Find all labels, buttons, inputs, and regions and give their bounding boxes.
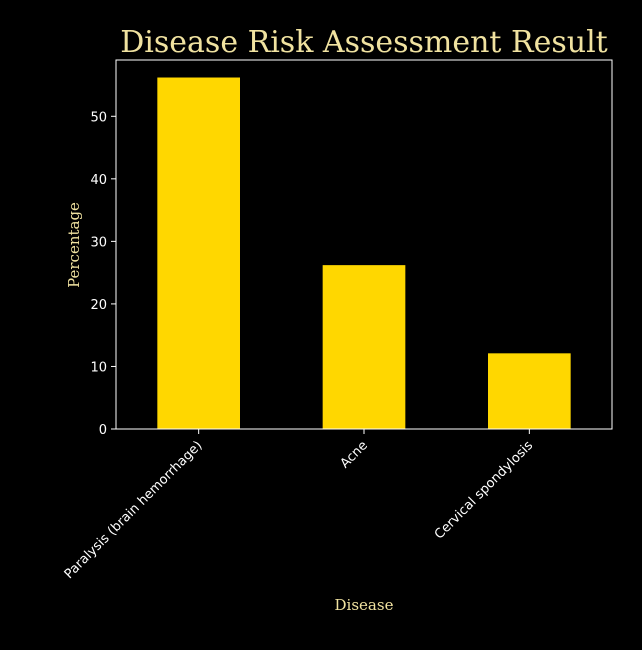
y-tick-label: 20 bbox=[90, 298, 107, 313]
chart-title: Disease Risk Assessment Result bbox=[120, 25, 608, 60]
bars-group bbox=[157, 77, 571, 429]
y-axis-label: Percentage bbox=[65, 202, 83, 288]
x-tick-label: Cervical spondylosis bbox=[432, 438, 536, 542]
bar-1 bbox=[157, 77, 240, 429]
y-ticks-group: 0 10 20 30 40 50 bbox=[90, 110, 116, 438]
y-tick-label: 40 bbox=[90, 173, 107, 188]
y-tick-label: 30 bbox=[90, 235, 107, 250]
axes-frame bbox=[115, 59, 613, 430]
x-ticks-group: Paralysis (brain hemorrhage) Acne Cervical… bbox=[62, 429, 536, 582]
bar-2 bbox=[322, 265, 406, 429]
y-tick-label: 50 bbox=[90, 110, 107, 125]
bar-3 bbox=[488, 353, 571, 429]
x-tick-label: Paralysis (brain hemorrhage) bbox=[62, 438, 206, 582]
x-tick-label: Acne bbox=[338, 438, 371, 471]
y-tick-label: 10 bbox=[90, 360, 107, 375]
y-tick-label: 0 bbox=[99, 423, 107, 438]
x-axis-label: Disease bbox=[335, 596, 394, 614]
